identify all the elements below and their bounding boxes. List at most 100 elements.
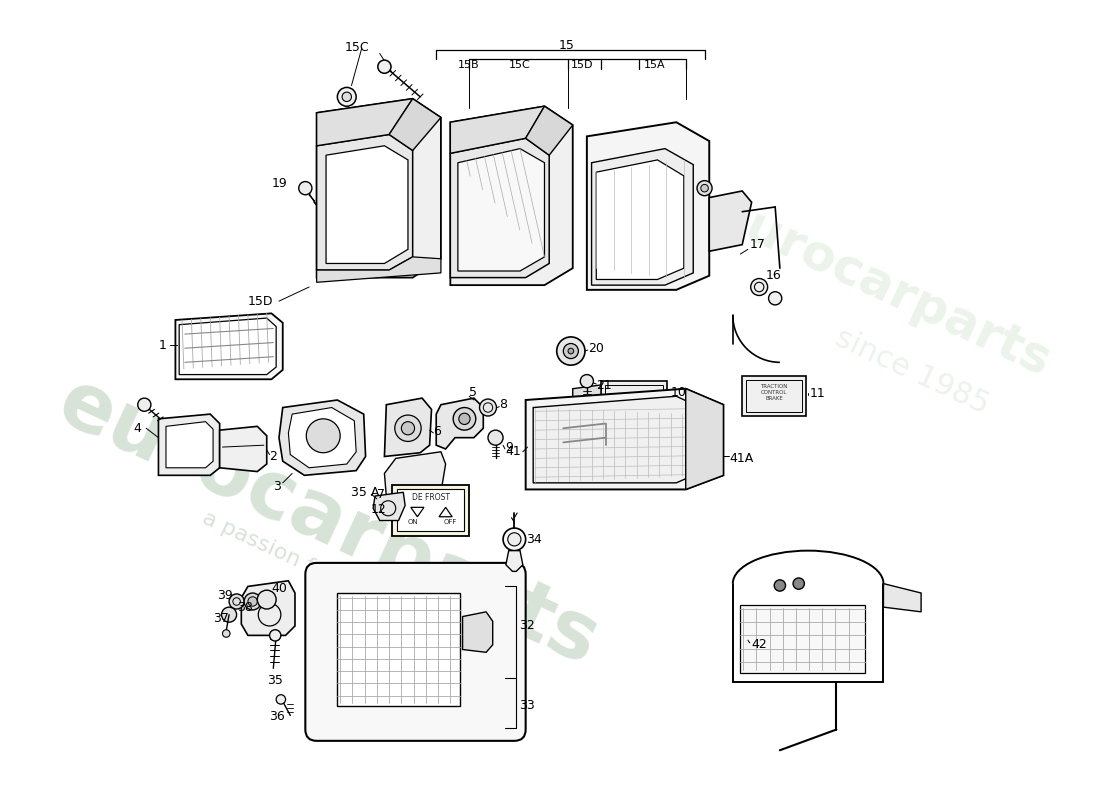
Polygon shape bbox=[373, 492, 405, 521]
Polygon shape bbox=[317, 98, 412, 146]
Circle shape bbox=[257, 590, 276, 609]
Bar bbox=[601, 381, 667, 411]
Text: 15C: 15C bbox=[345, 42, 370, 54]
Polygon shape bbox=[175, 314, 283, 379]
Circle shape bbox=[581, 374, 594, 388]
Polygon shape bbox=[710, 191, 751, 251]
Text: 39: 39 bbox=[217, 590, 232, 602]
Bar bbox=[397, 490, 464, 531]
Bar bbox=[740, 606, 865, 673]
Text: 15A: 15A bbox=[644, 60, 666, 70]
Text: 1: 1 bbox=[158, 339, 166, 352]
Text: OFF: OFF bbox=[443, 519, 456, 526]
Polygon shape bbox=[458, 149, 544, 271]
Circle shape bbox=[503, 528, 526, 550]
Text: 10: 10 bbox=[671, 386, 686, 399]
Circle shape bbox=[229, 594, 244, 609]
Circle shape bbox=[697, 181, 712, 196]
Polygon shape bbox=[450, 106, 544, 154]
Text: 15: 15 bbox=[559, 38, 574, 51]
Circle shape bbox=[270, 630, 280, 641]
Polygon shape bbox=[384, 398, 431, 457]
Text: 32: 32 bbox=[519, 619, 535, 633]
Text: eurocarparts: eurocarparts bbox=[708, 188, 1059, 386]
Text: 6: 6 bbox=[433, 425, 441, 438]
Polygon shape bbox=[526, 106, 573, 155]
Polygon shape bbox=[326, 146, 408, 263]
Bar bbox=[338, 593, 460, 706]
Circle shape bbox=[508, 533, 521, 546]
Text: 11: 11 bbox=[810, 387, 826, 400]
Polygon shape bbox=[463, 612, 493, 652]
Circle shape bbox=[568, 348, 574, 354]
Circle shape bbox=[459, 413, 470, 425]
Circle shape bbox=[222, 630, 230, 638]
Text: 38: 38 bbox=[236, 601, 253, 614]
Bar bbox=[746, 380, 803, 412]
Circle shape bbox=[774, 580, 785, 591]
Text: 41: 41 bbox=[505, 446, 520, 458]
Circle shape bbox=[306, 419, 340, 453]
Polygon shape bbox=[317, 134, 412, 270]
Circle shape bbox=[338, 87, 356, 106]
Circle shape bbox=[342, 92, 352, 102]
Circle shape bbox=[453, 407, 476, 430]
Circle shape bbox=[557, 337, 585, 365]
Polygon shape bbox=[596, 160, 684, 279]
Text: 4: 4 bbox=[133, 422, 141, 434]
Polygon shape bbox=[534, 396, 706, 483]
Polygon shape bbox=[573, 385, 601, 407]
Text: 2: 2 bbox=[270, 450, 277, 463]
Polygon shape bbox=[220, 426, 266, 471]
Text: 35: 35 bbox=[266, 674, 283, 687]
Circle shape bbox=[480, 399, 496, 416]
Bar bbox=[392, 485, 470, 535]
Bar bbox=[742, 377, 806, 416]
Polygon shape bbox=[389, 98, 441, 150]
Text: 12: 12 bbox=[371, 502, 386, 516]
Text: 34: 34 bbox=[526, 533, 541, 546]
Text: 35 A: 35 A bbox=[352, 486, 379, 498]
Circle shape bbox=[488, 430, 503, 445]
Polygon shape bbox=[685, 389, 724, 490]
Circle shape bbox=[701, 184, 708, 192]
Text: 15B: 15B bbox=[458, 60, 480, 70]
Polygon shape bbox=[592, 149, 693, 285]
Circle shape bbox=[276, 694, 286, 704]
Text: 20: 20 bbox=[587, 342, 604, 354]
Text: eurocarparts: eurocarparts bbox=[45, 363, 610, 682]
Polygon shape bbox=[179, 318, 276, 374]
Bar bbox=[605, 385, 663, 407]
Polygon shape bbox=[288, 407, 356, 468]
Text: 15D: 15D bbox=[248, 294, 274, 308]
Text: 19: 19 bbox=[272, 177, 287, 190]
Text: TRACTION
CONTROL
BRAKE: TRACTION CONTROL BRAKE bbox=[760, 384, 788, 401]
Text: 41A: 41A bbox=[729, 452, 754, 465]
Polygon shape bbox=[279, 400, 365, 475]
Text: 3: 3 bbox=[273, 480, 282, 493]
Circle shape bbox=[793, 578, 804, 590]
Polygon shape bbox=[166, 422, 213, 468]
Text: 5: 5 bbox=[470, 386, 477, 399]
Polygon shape bbox=[587, 122, 710, 290]
Polygon shape bbox=[506, 550, 522, 571]
Circle shape bbox=[750, 278, 768, 295]
Text: 42: 42 bbox=[751, 638, 768, 651]
Circle shape bbox=[221, 607, 236, 622]
Polygon shape bbox=[158, 414, 220, 475]
Text: 15D: 15D bbox=[571, 60, 593, 70]
Text: 16: 16 bbox=[766, 270, 781, 282]
Text: 40: 40 bbox=[272, 582, 287, 595]
Polygon shape bbox=[450, 138, 549, 278]
Text: DE FROST: DE FROST bbox=[411, 494, 450, 502]
Polygon shape bbox=[526, 389, 724, 490]
Polygon shape bbox=[450, 106, 573, 285]
Polygon shape bbox=[384, 452, 446, 511]
Circle shape bbox=[402, 422, 415, 435]
Text: 33: 33 bbox=[519, 698, 535, 711]
FancyBboxPatch shape bbox=[306, 563, 526, 741]
Text: 21: 21 bbox=[596, 379, 612, 392]
Polygon shape bbox=[437, 398, 483, 449]
Circle shape bbox=[563, 343, 579, 358]
Text: 37: 37 bbox=[213, 612, 229, 625]
